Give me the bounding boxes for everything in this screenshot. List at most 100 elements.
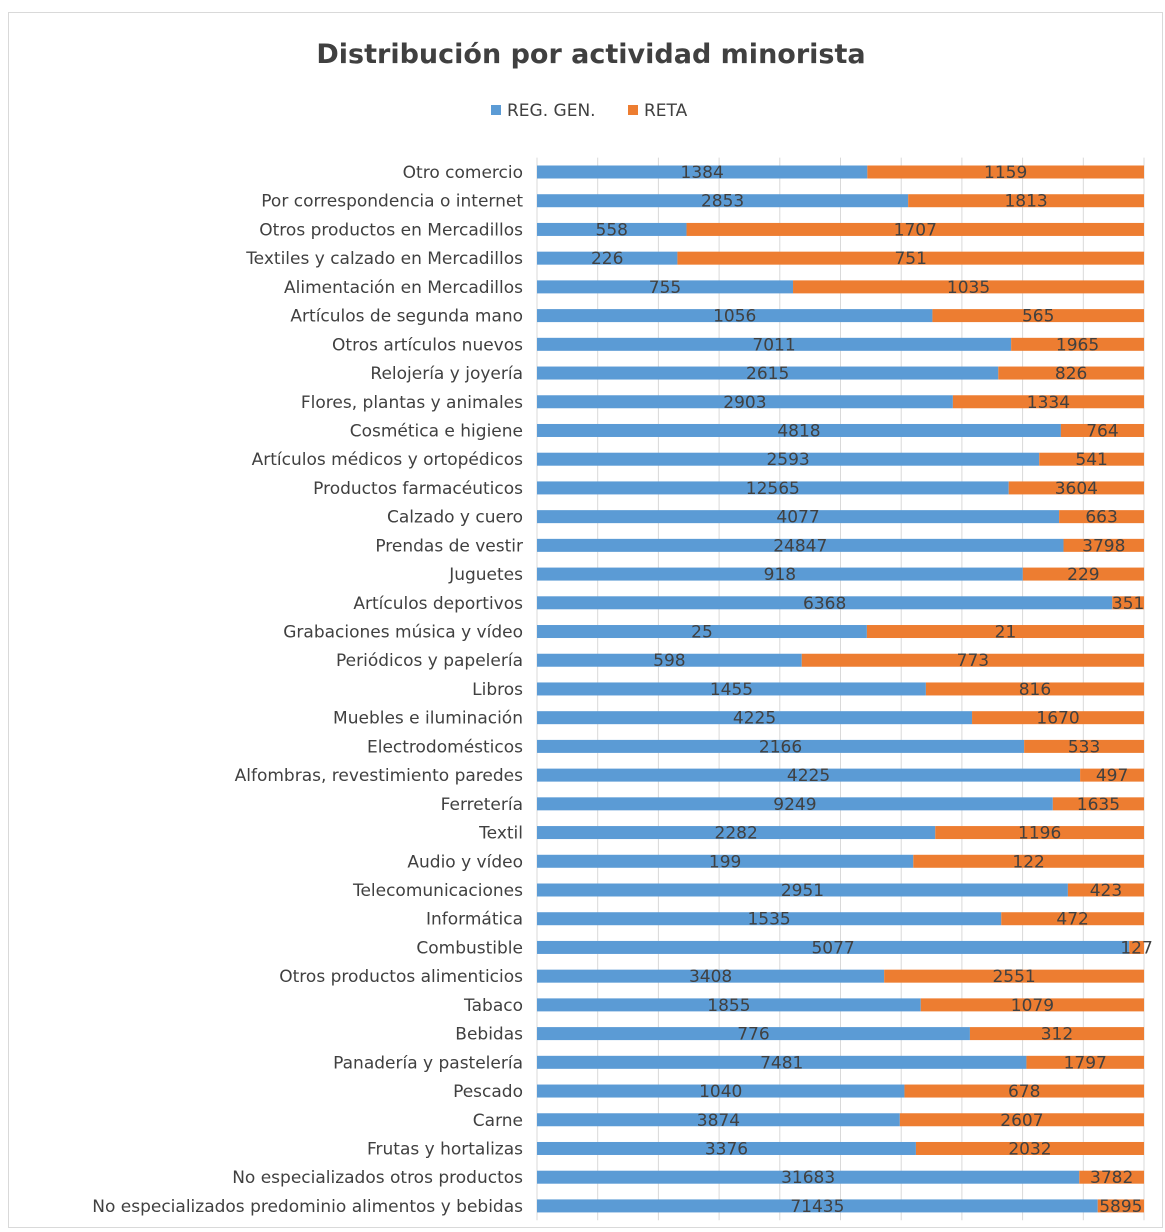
data-label-reg-gen: 776 bbox=[737, 1025, 769, 1045]
legend-label-reg-gen: REG. GEN. bbox=[507, 101, 596, 121]
data-label-reg-gen: 3376 bbox=[705, 1139, 748, 1159]
category-label: No especializados predominio alimentos y… bbox=[92, 1197, 523, 1217]
category-label: Cosmética e higiene bbox=[350, 421, 523, 441]
data-label-reg-gen: 71435 bbox=[790, 1197, 844, 1217]
data-label-reta: 1965 bbox=[1056, 335, 1099, 355]
data-label-reg-gen: 7481 bbox=[760, 1053, 803, 1073]
data-label-reg-gen: 1455 bbox=[710, 680, 753, 700]
data-label-reg-gen: 558 bbox=[596, 220, 628, 240]
data-label-reta: 3604 bbox=[1055, 479, 1098, 499]
bar-reta bbox=[801, 653, 1144, 667]
bar-reta bbox=[1097, 1199, 1144, 1213]
bar-reg-gen bbox=[537, 682, 926, 696]
bar-reta bbox=[1129, 940, 1144, 954]
bar-reta bbox=[952, 395, 1144, 409]
data-label-reg-gen: 755 bbox=[649, 278, 681, 298]
data-label-reta: 1159 bbox=[984, 163, 1027, 183]
category-label: Tabaco bbox=[463, 996, 523, 1016]
bar-reta bbox=[972, 711, 1144, 725]
data-label-reta: 351 bbox=[1112, 594, 1144, 614]
bar-reg-gen bbox=[537, 510, 1060, 524]
data-label-reg-gen: 24847 bbox=[773, 536, 827, 556]
category-label: Otro comercio bbox=[403, 163, 523, 183]
bar-reg-gen bbox=[537, 165, 868, 179]
data-label-reta: 3798 bbox=[1082, 536, 1125, 556]
bar-reg-gen bbox=[537, 194, 909, 208]
bar-reta bbox=[884, 969, 1144, 983]
bar-reta bbox=[866, 625, 1144, 639]
bar-reg-gen bbox=[537, 1141, 916, 1155]
bar-reg-gen bbox=[537, 309, 933, 323]
data-label-reg-gen: 6368 bbox=[803, 594, 846, 614]
category-label: Otros productos en Mercadillos bbox=[259, 220, 523, 240]
bar-reta bbox=[969, 1027, 1144, 1041]
data-label-reta: 565 bbox=[1022, 307, 1054, 327]
data-label-reta: 497 bbox=[1096, 766, 1128, 786]
bar-reta bbox=[686, 222, 1144, 236]
category-label: Artículos médicos y ortopédicos bbox=[252, 450, 523, 470]
data-label-reg-gen: 1384 bbox=[681, 163, 724, 183]
category-label: Otros productos alimenticios bbox=[279, 967, 523, 987]
data-label-reg-gen: 598 bbox=[653, 651, 685, 671]
category-label: Alimentación en Mercadillos bbox=[284, 278, 523, 298]
bar-reta bbox=[904, 1084, 1144, 1098]
category-label: Audio y vídeo bbox=[407, 852, 523, 872]
data-label-reta: 1196 bbox=[1018, 824, 1061, 844]
bar-reg-gen bbox=[537, 883, 1068, 897]
data-label-reg-gen: 2282 bbox=[715, 824, 758, 844]
category-label: Periódicos y papelería bbox=[336, 651, 523, 671]
bar-reg-gen bbox=[537, 625, 867, 639]
bar-reg-gen bbox=[537, 1199, 1098, 1213]
category-label: Productos farmacéuticos bbox=[313, 479, 523, 499]
bar-reg-gen bbox=[537, 797, 1053, 811]
bar-reta bbox=[1039, 452, 1144, 466]
data-label-reg-gen: 2951 bbox=[781, 881, 824, 901]
data-label-reta: 2551 bbox=[992, 967, 1035, 987]
bar-reg-gen bbox=[537, 452, 1040, 466]
bar-reg-gen bbox=[537, 1084, 905, 1098]
data-label-reta: 1797 bbox=[1064, 1053, 1107, 1073]
category-label: Por correspondencia o internet bbox=[261, 192, 523, 212]
bar-reta bbox=[1080, 768, 1144, 782]
data-label-reg-gen: 4225 bbox=[787, 766, 830, 786]
bar-reg-gen bbox=[537, 395, 953, 409]
bar-reta bbox=[1067, 883, 1144, 897]
bars bbox=[537, 165, 1144, 1213]
data-label-reg-gen: 1535 bbox=[747, 910, 790, 930]
data-label-reg-gen: 918 bbox=[764, 565, 796, 585]
data-label-reta: 127 bbox=[1120, 938, 1152, 958]
bar-reta bbox=[1022, 567, 1144, 581]
bar-reg-gen bbox=[537, 998, 921, 1012]
data-label-reta: 423 bbox=[1090, 881, 1122, 901]
category-label: No especializados otros productos bbox=[232, 1168, 523, 1188]
data-label-reg-gen: 9249 bbox=[773, 795, 816, 815]
data-label-reta: 3782 bbox=[1090, 1168, 1133, 1188]
data-label-reg-gen: 3874 bbox=[697, 1111, 740, 1131]
bar-reta bbox=[1059, 510, 1144, 524]
bar-reta bbox=[1052, 797, 1144, 811]
bar-reg-gen bbox=[537, 912, 1002, 926]
data-label-reta: 2032 bbox=[1008, 1139, 1051, 1159]
bar-reg-gen bbox=[537, 481, 1009, 495]
bar-reta bbox=[935, 826, 1144, 840]
bar-reta bbox=[867, 165, 1144, 179]
data-label-reta: 1707 bbox=[894, 220, 937, 240]
category-label: Telecomunicaciones bbox=[352, 881, 523, 901]
data-labels: 1384 1159 2853 1813 558 1707 226 751 755 1035 1056… bbox=[591, 163, 1153, 1217]
category-label: Artículos deportivos bbox=[353, 594, 523, 614]
legend: REG. GEN. RETA bbox=[491, 101, 688, 121]
bar-reta bbox=[1063, 538, 1144, 552]
bar-reg-gen bbox=[537, 538, 1064, 552]
data-label-reg-gen: 12565 bbox=[746, 479, 800, 499]
category-label: Panadería y pastelería bbox=[333, 1053, 523, 1073]
category-label: Artículos de segunda mano bbox=[290, 307, 523, 327]
data-label-reta: 764 bbox=[1086, 421, 1118, 441]
bar-reg-gen bbox=[537, 826, 936, 840]
bar-reta bbox=[920, 998, 1144, 1012]
data-label-reta: 1334 bbox=[1027, 393, 1070, 413]
data-label-reg-gen: 4077 bbox=[776, 508, 819, 528]
bar-reg-gen bbox=[537, 768, 1081, 782]
bar-reg-gen bbox=[537, 1027, 970, 1041]
bar-reta bbox=[1112, 596, 1144, 610]
bar-reg-gen bbox=[537, 280, 794, 294]
